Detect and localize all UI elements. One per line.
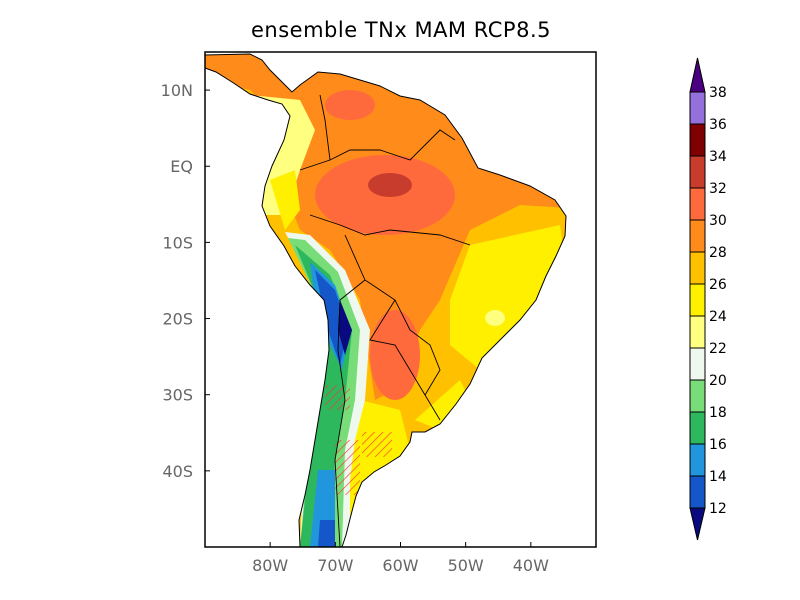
axis-ticks: 80W 70W 60W 50W 40W 10N EQ 10S 20S 30S 40S <box>161 81 549 575</box>
colorbar-segment <box>689 443 706 477</box>
lon-tick-label: 70W <box>317 556 353 575</box>
colorbar-label: 20 <box>709 373 727 389</box>
colorbar-segment <box>689 347 706 381</box>
colorbar: 12 14 16 18 20 22 24 26 28 30 32 34 36 38 <box>689 57 727 541</box>
country-borders <box>299 94 471 548</box>
colorbar-label: 28 <box>709 245 727 261</box>
lon-tick-label: 50W <box>448 556 484 575</box>
colorbar-label: 36 <box>709 117 727 133</box>
colorbar-segment <box>689 475 706 509</box>
colorbar-label: 24 <box>709 309 727 325</box>
colorbar-segment <box>689 155 706 189</box>
colorbar-under-triangle <box>689 507 706 541</box>
colorbar-label: 12 <box>709 501 727 517</box>
colorbar-segment <box>689 379 706 413</box>
colorbar-label: 26 <box>709 277 727 293</box>
temperature-field <box>205 54 566 547</box>
colorbar-over-triangle <box>689 57 706 93</box>
lat-tick-label: EQ <box>170 157 193 176</box>
colorbar-label: 18 <box>709 405 727 421</box>
colorbar-segment <box>689 91 706 125</box>
lat-tick-label: 30S <box>162 386 193 405</box>
colorbar-segment <box>689 283 706 317</box>
colorbar-segment <box>689 411 706 445</box>
colorbar-segment <box>689 251 706 285</box>
colorbar-segment <box>689 219 706 253</box>
colorbar-segment <box>689 187 706 221</box>
lat-tick-label: 10N <box>161 81 193 100</box>
colorbar-label: 32 <box>709 181 727 197</box>
map-title: ensemble TNx MAM RCP8.5 <box>251 18 551 42</box>
colorbar-label: 30 <box>709 213 727 229</box>
lat-tick-label: 10S <box>162 233 193 252</box>
colorbar-label: 16 <box>709 437 727 453</box>
lat-tick-label: 20S <box>162 310 193 329</box>
colorbar-label: 34 <box>709 149 727 165</box>
colorbar-label: 38 <box>709 85 727 101</box>
lat-tick-label: 40S <box>162 462 193 481</box>
lon-tick-label: 60W <box>382 556 418 575</box>
colorbar-segment <box>689 123 706 157</box>
colorbar-segment <box>689 315 706 349</box>
lon-tick-label: 40W <box>513 556 549 575</box>
colorbar-label: 22 <box>709 341 727 357</box>
colorbar-label: 14 <box>709 469 727 485</box>
lon-tick-label: 80W <box>252 556 288 575</box>
